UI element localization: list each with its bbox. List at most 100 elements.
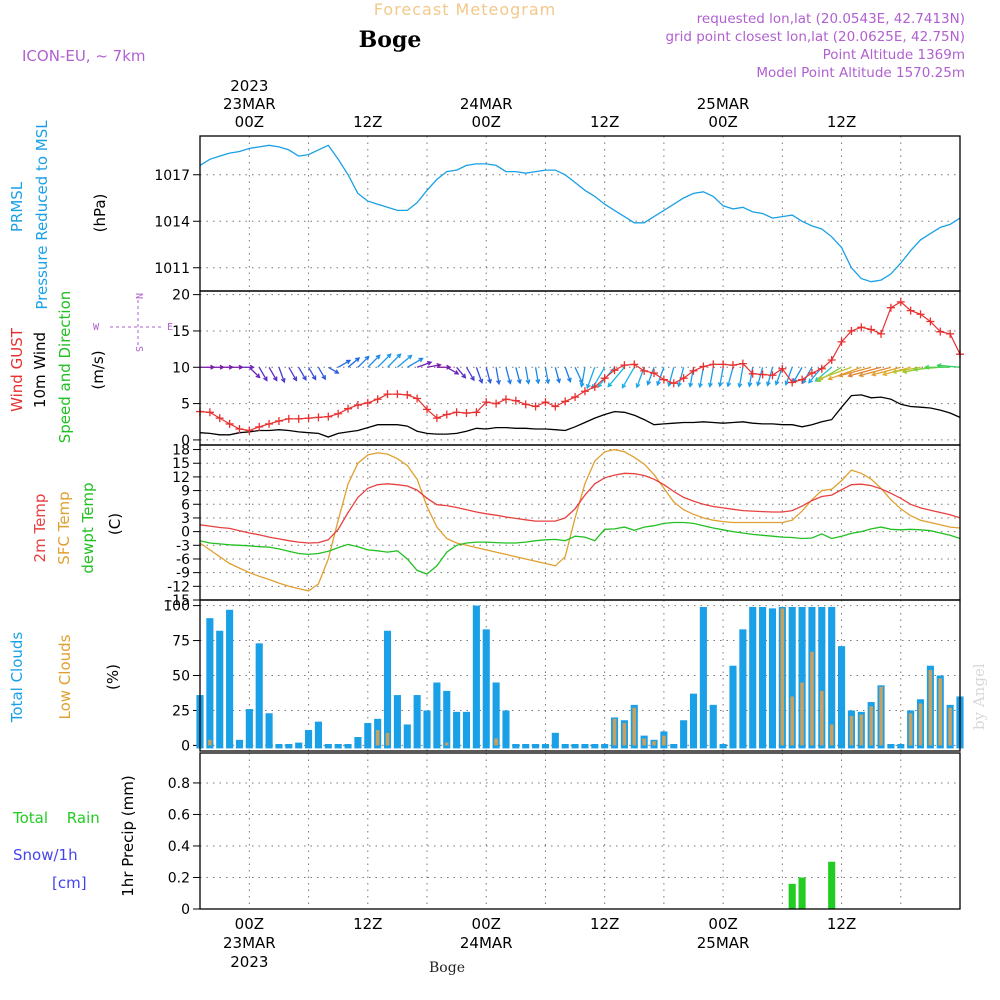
wind-arrow xyxy=(534,367,541,385)
wind-arrow-shaft xyxy=(288,366,297,381)
wind-arrow-shaft xyxy=(554,367,560,383)
wind-arrow-head xyxy=(507,379,512,385)
gust-label: Wind GUST xyxy=(8,327,26,412)
wind-arrow xyxy=(554,367,561,384)
wind-arrow-shaft xyxy=(802,366,813,384)
gust-marker xyxy=(768,371,777,380)
model-altitude: Model Point Altitude 1570.25m xyxy=(756,65,965,81)
dewpt-line xyxy=(199,521,961,575)
low-cloud-bar xyxy=(494,738,498,746)
model-label: ICON-EU, ~ 7km xyxy=(22,47,146,65)
wind-arrow-shaft xyxy=(396,354,412,368)
wind-arrow xyxy=(726,367,734,388)
wind-arrow-shaft xyxy=(937,364,961,368)
wind-speed-line xyxy=(199,394,961,438)
gust-marker xyxy=(709,360,718,369)
low-cloud-bar xyxy=(800,682,804,746)
wind-arrow-shaft xyxy=(709,367,714,387)
gust-marker xyxy=(827,356,836,365)
wind-arrow-shaft xyxy=(465,366,475,381)
low-cloud-bar xyxy=(208,739,212,746)
wind-arrow-shaft xyxy=(580,367,586,387)
wind-arrow-head xyxy=(461,373,467,379)
time-label: 2023 xyxy=(230,953,268,971)
total-cloud-bar xyxy=(235,739,244,749)
wind-arrow-head xyxy=(280,377,286,384)
wind-arrow-shaft xyxy=(337,359,351,368)
wind-arrow-shaft xyxy=(377,353,392,368)
total-cloud-bar xyxy=(433,682,441,749)
total-rain-label: Total Rain xyxy=(12,809,100,827)
wind-arrow xyxy=(707,367,714,388)
wind-arrow-shaft xyxy=(317,366,326,380)
wind-arrow-head xyxy=(912,366,918,372)
clouds-unit: (%) xyxy=(104,664,122,690)
wind-arrow xyxy=(327,366,340,374)
total-cloud-bar xyxy=(403,724,411,749)
wind-gust-line xyxy=(199,301,961,432)
gust-marker xyxy=(798,375,807,384)
total-cloud-bar xyxy=(581,744,589,749)
wind-arrow-shaft xyxy=(621,366,635,389)
wind-arrow xyxy=(698,367,705,389)
wind-arrow xyxy=(802,366,813,385)
total-cloud-bar xyxy=(324,744,332,749)
wind-arrow xyxy=(505,367,512,385)
wind-arrow xyxy=(717,367,724,388)
gust-marker xyxy=(521,400,530,409)
total-cloud-bar xyxy=(492,682,500,749)
wind-arrow-head xyxy=(726,382,732,388)
wind-arrow-shaft xyxy=(544,367,549,384)
wind-arrow xyxy=(308,366,317,381)
gust-marker xyxy=(531,402,540,411)
gust-marker xyxy=(867,325,876,334)
wind-arrow xyxy=(377,353,392,368)
compass-n: N xyxy=(133,293,144,299)
precip-frame xyxy=(199,752,961,910)
sfc-temp-label: SFC Temp xyxy=(55,491,73,564)
wind-arrow-head xyxy=(881,371,888,377)
low-cloud-bar xyxy=(849,716,854,746)
wind-arrow xyxy=(258,366,268,382)
y-tick-label: 1014 xyxy=(154,214,190,230)
precip-y-axis: 0 0.2 0.4 0.6 0.8 xyxy=(168,776,200,918)
total-cloud-bar xyxy=(532,744,540,749)
wind-arrow-head xyxy=(334,369,340,374)
wind-arrow-shaft xyxy=(534,367,540,384)
total-cloud-bar xyxy=(305,730,313,749)
total-cloud-bar xyxy=(216,630,224,749)
wind-arrow xyxy=(465,366,475,382)
total-cloud-bar xyxy=(226,609,234,749)
y-tick-label: 100 xyxy=(163,599,190,615)
wind-arrow-shaft xyxy=(485,367,492,383)
total-cloud-bar xyxy=(314,721,322,749)
y-tick-label: 0.2 xyxy=(168,870,190,886)
pressure-label-1: PRMSL xyxy=(8,181,26,232)
pressure-panel: 1011 1014 1017 PRMSL Pressure Reduced to M… xyxy=(8,120,961,310)
wind-arrow-shaft xyxy=(327,366,339,374)
wind-arrow xyxy=(870,366,901,377)
gust-marker xyxy=(423,405,432,414)
low-cloud-bar xyxy=(938,678,943,746)
wind-arrow-shaft xyxy=(738,367,744,388)
wind-arrow-shaft xyxy=(656,367,665,386)
wind-arrow-head xyxy=(870,371,877,377)
total-cloud-bar xyxy=(482,629,490,749)
low-cloud-bar xyxy=(810,651,814,746)
wind-arrow-head xyxy=(496,379,501,386)
wind-arrow-head xyxy=(478,378,484,384)
y-tick-label: 12 xyxy=(172,470,190,486)
wind-arrow-shaft xyxy=(668,367,675,386)
dewpt-label: dewpt Temp xyxy=(79,482,97,573)
y-tick-label: 9 xyxy=(181,484,190,500)
wind-arrow xyxy=(495,367,501,386)
low-cloud-bar xyxy=(652,741,656,746)
wind-arrow-shaft xyxy=(815,366,833,382)
low-cloud-bar xyxy=(790,696,794,746)
gust-marker xyxy=(314,413,323,422)
gust-marker xyxy=(334,409,343,418)
wind-label: 10m Wind xyxy=(31,332,49,408)
time-label: 23MAR xyxy=(223,934,276,952)
sfc-temp-line xyxy=(199,448,961,592)
